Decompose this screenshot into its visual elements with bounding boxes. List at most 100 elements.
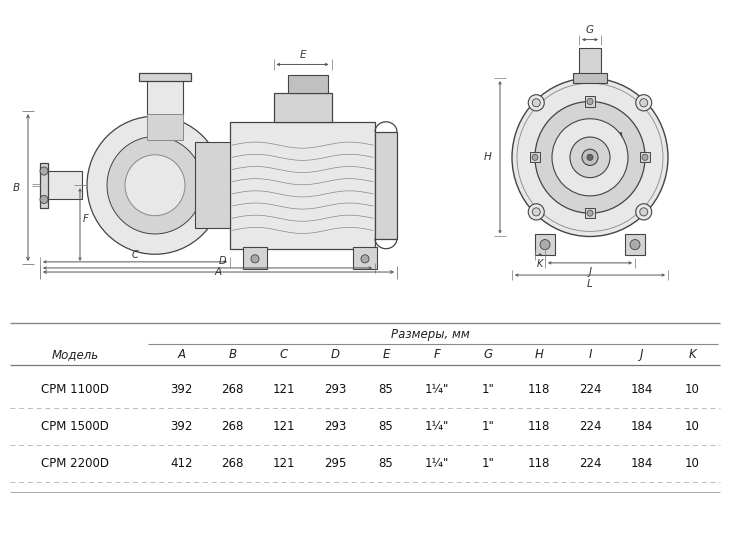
Text: H: H — [535, 348, 544, 361]
Circle shape — [40, 195, 48, 203]
Bar — [573, 73, 607, 83]
Text: 392: 392 — [170, 421, 193, 433]
Circle shape — [636, 204, 652, 220]
Circle shape — [125, 155, 185, 216]
Text: 224: 224 — [579, 384, 602, 396]
Circle shape — [512, 78, 668, 236]
Circle shape — [587, 210, 593, 216]
Bar — [625, 235, 645, 255]
Circle shape — [529, 204, 545, 220]
Circle shape — [532, 154, 538, 160]
Bar — [139, 73, 191, 81]
Text: A: A — [215, 267, 222, 277]
Text: J: J — [639, 348, 643, 361]
Circle shape — [639, 99, 648, 107]
Circle shape — [582, 149, 598, 165]
Text: 184: 184 — [630, 458, 653, 470]
Text: 1": 1" — [482, 421, 494, 433]
Text: 1¼": 1¼" — [425, 384, 449, 396]
Bar — [274, 94, 331, 122]
Text: 121: 121 — [272, 384, 295, 396]
Text: 1": 1" — [482, 458, 494, 470]
Text: Модель: Модель — [51, 348, 99, 361]
Text: B: B — [228, 348, 237, 361]
Bar — [147, 78, 183, 116]
Text: 118: 118 — [528, 421, 550, 433]
Circle shape — [642, 154, 648, 160]
Bar — [40, 163, 48, 208]
Text: 224: 224 — [579, 458, 602, 470]
Bar — [640, 152, 650, 162]
Text: A: A — [617, 132, 623, 142]
Text: 392: 392 — [170, 384, 193, 396]
Text: 1": 1" — [482, 384, 494, 396]
Circle shape — [570, 137, 610, 178]
Circle shape — [630, 240, 640, 250]
Bar — [585, 208, 595, 218]
Bar — [375, 132, 397, 239]
Text: 293: 293 — [323, 421, 346, 433]
Text: CPM 2200D: CPM 2200D — [41, 458, 109, 470]
Bar — [535, 235, 555, 255]
Text: 412: 412 — [170, 458, 193, 470]
Text: A: A — [177, 348, 185, 361]
Text: CPM 1500D: CPM 1500D — [41, 421, 109, 433]
Bar — [353, 246, 377, 269]
Text: 10: 10 — [685, 421, 700, 433]
Text: 1¼": 1¼" — [425, 458, 449, 470]
Text: L: L — [587, 279, 593, 289]
Text: Размеры, мм: Размеры, мм — [391, 328, 469, 341]
Bar — [288, 75, 328, 94]
Circle shape — [251, 255, 259, 263]
Text: 10: 10 — [685, 384, 700, 396]
Circle shape — [552, 119, 628, 196]
Bar — [585, 96, 595, 106]
Text: 224: 224 — [579, 421, 602, 433]
Circle shape — [87, 116, 223, 254]
Text: 1¼": 1¼" — [425, 421, 449, 433]
Circle shape — [532, 208, 540, 216]
Circle shape — [587, 99, 593, 105]
Text: 268: 268 — [221, 421, 244, 433]
Text: B: B — [12, 183, 20, 193]
Text: 184: 184 — [630, 421, 653, 433]
Circle shape — [535, 101, 645, 213]
Circle shape — [107, 137, 203, 234]
Text: F: F — [434, 348, 440, 361]
Circle shape — [540, 240, 550, 250]
Circle shape — [532, 99, 540, 107]
Text: 293: 293 — [323, 384, 346, 396]
Text: 121: 121 — [272, 458, 295, 470]
Text: 85: 85 — [379, 421, 393, 433]
Circle shape — [636, 95, 652, 111]
Bar — [243, 246, 267, 269]
Bar — [195, 142, 230, 228]
Bar — [530, 152, 540, 162]
Text: 118: 118 — [528, 384, 550, 396]
Bar — [230, 122, 375, 249]
Circle shape — [40, 167, 48, 175]
Text: G: G — [483, 348, 493, 361]
Text: J: J — [588, 267, 591, 277]
Text: K: K — [537, 259, 543, 269]
Text: I: I — [588, 348, 592, 361]
Text: 121: 121 — [272, 421, 295, 433]
Bar — [579, 48, 601, 83]
Text: G: G — [586, 25, 594, 35]
Text: H: H — [484, 152, 492, 162]
Text: D: D — [330, 348, 339, 361]
Text: 268: 268 — [221, 458, 244, 470]
Text: 118: 118 — [528, 458, 550, 470]
Text: E: E — [383, 348, 390, 361]
Text: K: K — [688, 348, 696, 361]
Text: E: E — [299, 50, 306, 60]
Text: C: C — [280, 348, 288, 361]
Text: 85: 85 — [379, 458, 393, 470]
Text: 184: 184 — [630, 384, 653, 396]
Circle shape — [587, 154, 593, 160]
Text: CPM 1100D: CPM 1100D — [41, 384, 109, 396]
Circle shape — [529, 95, 545, 111]
Text: 85: 85 — [379, 384, 393, 396]
Circle shape — [517, 83, 663, 231]
Text: 10: 10 — [685, 458, 700, 470]
